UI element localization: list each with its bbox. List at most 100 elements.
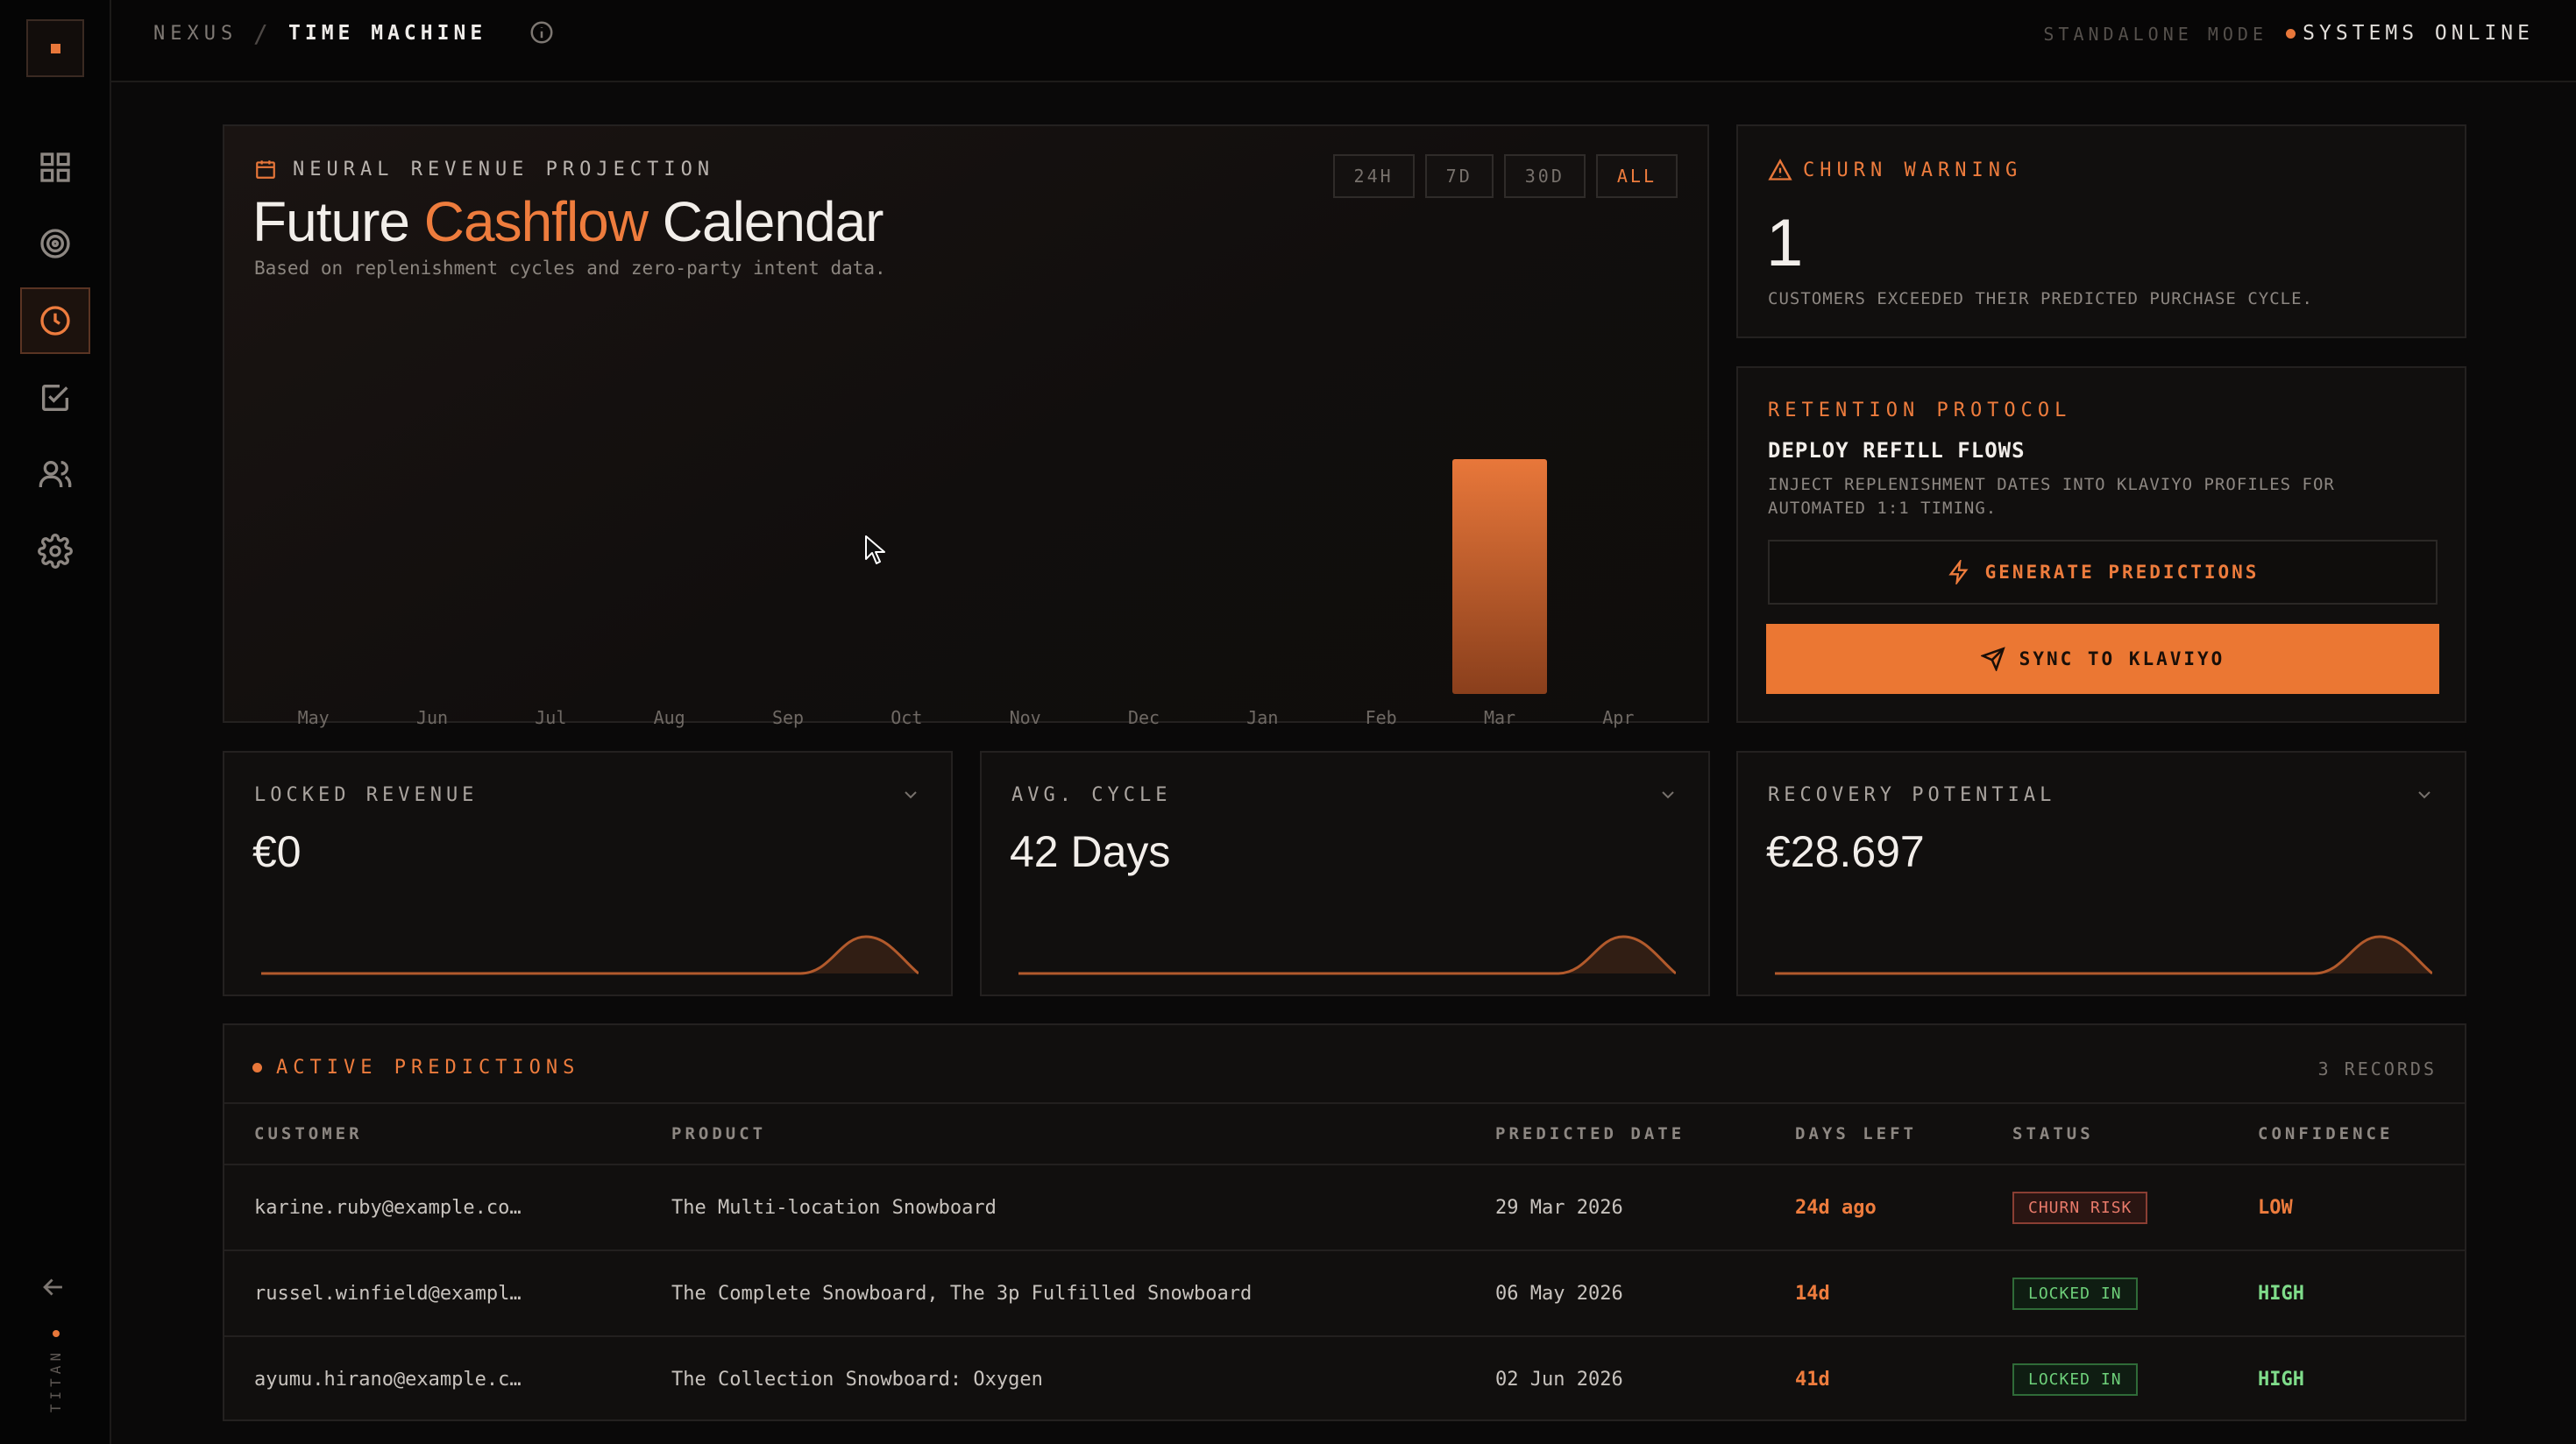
expand-kpi-button[interactable] <box>900 784 921 805</box>
x-tick-label: Mar <box>1484 707 1515 728</box>
expand-kpi-button[interactable] <box>2414 784 2435 805</box>
x-tick-label: Dec <box>1128 707 1160 728</box>
retention-title: DEPLOY REFILL FLOWS <box>1768 438 2026 463</box>
range-button-30d[interactable]: 30D <box>1503 154 1586 198</box>
nav-customers[interactable] <box>20 441 90 507</box>
info-icon <box>530 21 553 44</box>
table-title-wrapper: ACTIVE PREDICTIONS <box>252 1057 579 1079</box>
churn-count: 1 <box>1766 206 1804 280</box>
title-part-1: Future <box>252 190 410 253</box>
brand-label: TITAN <box>47 1348 65 1412</box>
cell-days-left: 14d <box>1795 1282 1830 1305</box>
generate-predictions-label: GENERATE PREDICTIONS <box>1984 562 2260 583</box>
cell-days-left: 24d ago <box>1795 1196 1877 1219</box>
active-predictions-table: ACTIVE PREDICTIONS 3 RECORDS CUSTOMER PR… <box>223 1023 2466 1421</box>
generate-predictions-button[interactable]: GENERATE PREDICTIONS <box>1768 540 2438 605</box>
status-badge: LOCKED IN <box>2012 1363 2138 1396</box>
column-header-customer[interactable]: CUSTOMER <box>254 1124 363 1143</box>
chevron-down-icon <box>905 791 917 799</box>
brand-label-wrapper: TITAN <box>40 1348 72 1412</box>
sidebar: TITAN <box>0 0 111 1444</box>
title-part-2: Calendar <box>662 190 884 253</box>
churn-eyebrow-label: CHURN WARNING <box>1803 159 2023 181</box>
cell-customer[interactable]: russel.winfield@exampl… <box>254 1282 522 1305</box>
cell-customer[interactable]: karine.ruby@example.co… <box>254 1196 522 1219</box>
expand-kpi-button[interactable] <box>1657 784 1678 805</box>
top-bar: NEXUS / TIME MACHINE STANDALONE MODE SYS… <box>111 0 2576 82</box>
range-button-all[interactable]: ALL <box>1595 154 1678 198</box>
title-accent: Cashflow <box>423 190 649 253</box>
chart-bar-mar[interactable] <box>1452 459 1547 694</box>
status-badge: LOCKED IN <box>2012 1277 2138 1310</box>
sync-klaviyo-button[interactable]: SYNC TO KLAVIYO <box>1766 624 2439 694</box>
cell-confidence: HIGH <box>2258 1282 2304 1305</box>
column-header-status[interactable]: STATUS <box>2012 1124 2094 1143</box>
range-button-24h[interactable]: 24H <box>1332 154 1415 198</box>
nav-dashboard[interactable] <box>20 134 90 201</box>
table-row[interactable]: russel.winfield@exampl… The Complete Snow… <box>224 1249 2465 1335</box>
system-status: SYSTEMS ONLINE <box>2303 22 2534 45</box>
gear-icon <box>38 534 73 569</box>
warning-icon <box>1768 159 1792 180</box>
kpi-label: LOCKED REVENUE <box>254 784 479 806</box>
chevron-down-icon <box>2418 791 2431 799</box>
nav-tasks[interactable] <box>20 365 90 431</box>
churn-warning-panel: CHURN WARNING 1 CUSTOMERS EXCEEDED THEIR… <box>1736 124 2466 338</box>
x-tick-label: Apr <box>1602 707 1634 728</box>
column-header-confidence[interactable]: CONFIDENCE <box>2258 1124 2394 1143</box>
projection-eyebrow-label: NEURAL REVENUE PROJECTION <box>293 158 715 180</box>
kpi-recovery-potential[interactable]: RECOVERY POTENTIAL €28.697 <box>1736 751 2466 996</box>
nav-settings[interactable] <box>20 518 90 584</box>
x-tick-label: Feb <box>1366 707 1397 728</box>
cell-confidence: LOW <box>2258 1196 2293 1219</box>
kpi-value: €0 <box>252 827 302 876</box>
clock-icon <box>40 306 70 336</box>
cell-status: LOCKED IN <box>2012 1337 2138 1421</box>
revenue-projection-panel: NEURAL REVENUE PROJECTION Future Cashflo… <box>223 124 1709 728</box>
column-header-days-left[interactable]: DAYS LEFT <box>1795 1124 1917 1143</box>
kpi-label: RECOVERY POTENTIAL <box>1768 784 2056 806</box>
app-logo[interactable] <box>26 19 84 77</box>
cell-days-left: 41d <box>1795 1368 1830 1391</box>
status-badge: CHURN RISK <box>2012 1191 2148 1224</box>
info-button[interactable] <box>529 19 555 46</box>
cell-confidence: HIGH <box>2258 1368 2304 1391</box>
breadcrumb-root[interactable]: NEXUS <box>153 23 238 45</box>
x-tick-label: Jun <box>416 707 448 728</box>
x-tick-label: Aug <box>654 707 685 728</box>
mouse-cursor <box>865 535 885 564</box>
breadcrumb-separator: / <box>253 19 268 48</box>
cell-product: The Complete Snowboard, The 3p Fulfilled… <box>671 1282 1253 1305</box>
x-tick-label: Nov <box>1010 707 1041 728</box>
cashflow-bar-chart: May Jun Jul Aug Sep Oct Nov Dec Jan Feb Mar Apr <box>298 459 1634 728</box>
kpi-avg-cycle[interactable]: AVG. CYCLE 42 Days <box>980 751 1710 996</box>
column-header-date[interactable]: PREDICTED DATE <box>1495 1124 1685 1143</box>
column-header-product[interactable]: PRODUCT <box>671 1124 767 1143</box>
kpi-value: €28.697 <box>1766 827 1925 876</box>
checkbox-icon <box>42 385 68 411</box>
kpi-locked-revenue[interactable]: LOCKED REVENUE €0 <box>223 751 953 996</box>
nav-time-machine[interactable] <box>20 287 90 354</box>
table-row[interactable]: ayumu.hirano@example.c… The Collection Sn… <box>224 1335 2465 1421</box>
collapse-sidebar-button[interactable] <box>39 1272 74 1302</box>
lightning-icon <box>1948 560 1969 584</box>
table-title-dot <box>252 1063 262 1072</box>
chevron-down-icon <box>1662 791 1674 799</box>
target-icon <box>40 229 70 258</box>
x-tick-label: Oct <box>891 707 922 728</box>
cell-customer[interactable]: ayumu.hirano@example.c… <box>254 1368 522 1391</box>
projection-title: Future Cashflow Calendar <box>252 189 884 254</box>
churn-description: CUSTOMERS EXCEEDED THEIR PREDICTED PURCH… <box>1768 289 2313 308</box>
table-row[interactable]: karine.ruby@example.co… The Multi-locatio… <box>224 1164 2465 1249</box>
x-tick-label: Jul <box>535 707 566 728</box>
x-tick-label: May <box>298 707 330 728</box>
brand-status-dot <box>53 1330 60 1337</box>
mode-label: STANDALONE MODE <box>2043 24 2267 45</box>
range-button-7d[interactable]: 7D <box>1424 154 1494 198</box>
table-title: ACTIVE PREDICTIONS <box>276 1057 580 1079</box>
cell-date: 06 May 2026 <box>1495 1282 1623 1305</box>
nav-targets[interactable] <box>20 210 90 277</box>
cell-date: 02 Jun 2026 <box>1495 1368 1623 1391</box>
grid-icon <box>40 152 70 182</box>
users-icon <box>39 461 72 487</box>
